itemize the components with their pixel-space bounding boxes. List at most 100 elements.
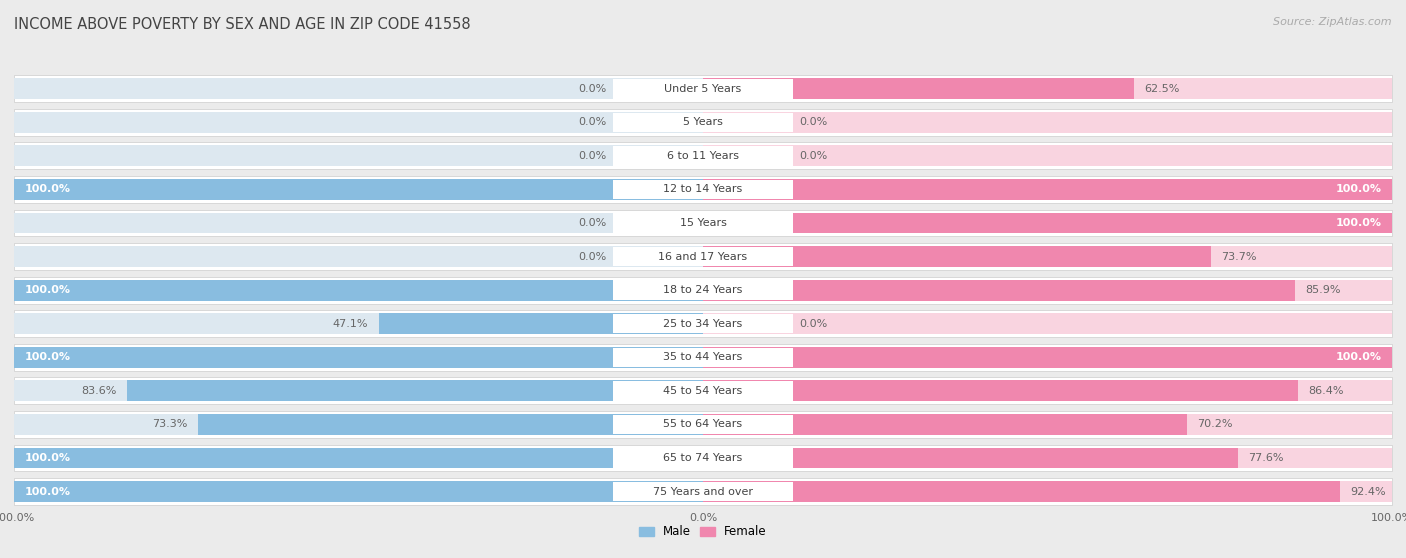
Bar [703, 280, 1295, 301]
Text: 0.0%: 0.0% [578, 117, 606, 127]
Text: 100.0%: 100.0% [24, 352, 70, 362]
Text: 100.0%: 100.0% [1371, 513, 1406, 523]
Bar [14, 112, 703, 133]
Text: 100.0%: 100.0% [1336, 185, 1382, 195]
Bar [613, 482, 793, 501]
Bar [14, 146, 703, 166]
Bar [703, 246, 1392, 267]
Bar [14, 347, 703, 368]
Text: Source: ZipAtlas.com: Source: ZipAtlas.com [1274, 17, 1392, 27]
Bar [703, 146, 1392, 166]
Text: Under 5 Years: Under 5 Years [665, 84, 741, 94]
Text: INCOME ABOVE POVERTY BY SEX AND AGE IN ZIP CODE 41558: INCOME ABOVE POVERTY BY SEX AND AGE IN Z… [14, 17, 471, 32]
Bar [14, 448, 703, 468]
Bar [613, 348, 793, 367]
Bar [127, 381, 703, 401]
Bar [703, 78, 1133, 99]
Legend: Male, Female: Male, Female [634, 521, 772, 543]
Bar [703, 481, 1340, 502]
Bar [703, 179, 1392, 200]
Bar [613, 381, 793, 401]
Text: 5 Years: 5 Years [683, 117, 723, 127]
Text: 45 to 54 Years: 45 to 54 Years [664, 386, 742, 396]
Bar [703, 381, 1392, 401]
Text: 12 to 14 Years: 12 to 14 Years [664, 185, 742, 195]
Bar [14, 246, 703, 267]
Text: 0.0%: 0.0% [800, 319, 828, 329]
Bar [703, 448, 1392, 468]
Text: 100.0%: 100.0% [0, 513, 35, 523]
Bar [703, 314, 1392, 334]
Bar [613, 314, 793, 334]
Text: 77.6%: 77.6% [1249, 453, 1284, 463]
Bar [703, 347, 1392, 368]
Bar [703, 414, 1392, 435]
Bar [703, 213, 1392, 233]
Bar [378, 314, 703, 334]
Text: 16 and 17 Years: 16 and 17 Years [658, 252, 748, 262]
Bar [613, 281, 793, 300]
Bar [613, 448, 793, 468]
Bar [14, 142, 1392, 169]
Text: 100.0%: 100.0% [24, 487, 70, 497]
Bar [703, 213, 1392, 233]
Bar [14, 414, 703, 435]
Bar [703, 78, 1392, 99]
Bar [14, 179, 703, 200]
Bar [14, 481, 703, 502]
Text: 65 to 74 Years: 65 to 74 Years [664, 453, 742, 463]
Text: 86.4%: 86.4% [1309, 386, 1344, 396]
Bar [14, 381, 703, 401]
Text: 75 Years and over: 75 Years and over [652, 487, 754, 497]
Text: 6 to 11 Years: 6 to 11 Years [666, 151, 740, 161]
Text: 100.0%: 100.0% [24, 185, 70, 195]
Text: 0.0%: 0.0% [578, 252, 606, 262]
Bar [613, 113, 793, 132]
Bar [14, 210, 1392, 237]
Bar [14, 179, 703, 200]
Bar [14, 411, 1392, 438]
Bar [14, 310, 1392, 337]
Text: 85.9%: 85.9% [1305, 285, 1341, 295]
Bar [14, 377, 1392, 405]
Bar [613, 79, 793, 99]
Text: 55 to 64 Years: 55 to 64 Years [664, 420, 742, 430]
Bar [703, 381, 1298, 401]
Text: 0.0%: 0.0% [578, 84, 606, 94]
Bar [14, 213, 703, 233]
Text: 0.0%: 0.0% [800, 151, 828, 161]
Text: 25 to 34 Years: 25 to 34 Years [664, 319, 742, 329]
Text: 18 to 24 Years: 18 to 24 Years [664, 285, 742, 295]
Text: 0.0%: 0.0% [578, 218, 606, 228]
Bar [14, 347, 703, 368]
Text: 73.7%: 73.7% [1220, 252, 1257, 262]
Bar [703, 481, 1392, 502]
Bar [14, 78, 703, 99]
Text: 100.0%: 100.0% [24, 453, 70, 463]
Text: 0.0%: 0.0% [578, 151, 606, 161]
Text: 100.0%: 100.0% [1336, 352, 1382, 362]
Text: 70.2%: 70.2% [1197, 420, 1233, 430]
Bar [14, 243, 1392, 270]
Bar [14, 176, 1392, 203]
Text: 47.1%: 47.1% [333, 319, 368, 329]
Text: 73.3%: 73.3% [152, 420, 187, 430]
Text: 100.0%: 100.0% [24, 285, 70, 295]
Bar [14, 344, 1392, 371]
Text: 0.0%: 0.0% [800, 117, 828, 127]
Bar [703, 280, 1392, 301]
Bar [14, 280, 703, 301]
Text: 15 Years: 15 Years [679, 218, 727, 228]
Bar [703, 347, 1392, 368]
Bar [14, 448, 703, 468]
Bar [613, 247, 793, 266]
Bar [14, 109, 1392, 136]
Bar [14, 481, 703, 502]
Text: 100.0%: 100.0% [1336, 218, 1382, 228]
Bar [703, 448, 1237, 468]
Bar [14, 478, 1392, 505]
Text: 83.6%: 83.6% [82, 386, 117, 396]
Bar [613, 415, 793, 434]
Text: 0.0%: 0.0% [689, 513, 717, 523]
Bar [703, 246, 1211, 267]
